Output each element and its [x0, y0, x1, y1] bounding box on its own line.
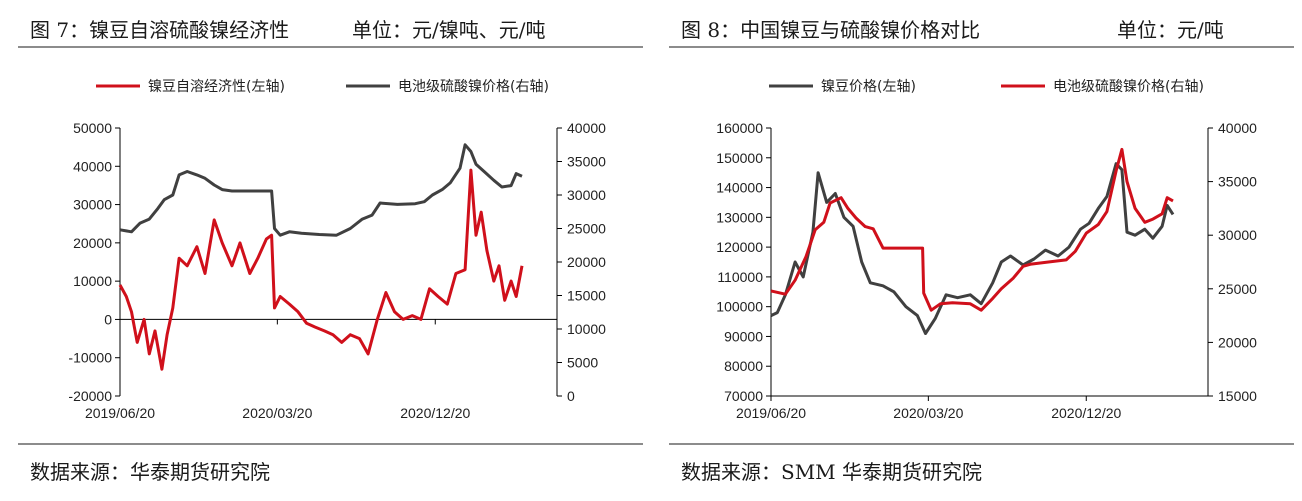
- left-tick-label: 90000: [724, 328, 763, 344]
- left-tick-label: 30000: [73, 197, 112, 213]
- left-tick-label: 140000: [716, 180, 763, 196]
- left-tick-label: 160000: [716, 120, 763, 136]
- left-tick-label: -10000: [68, 350, 112, 366]
- series-line: [118, 168, 524, 371]
- right-tick-label: 25000: [1218, 281, 1257, 297]
- right-tick-label: 35000: [1218, 174, 1257, 190]
- figure-title: 图 8：中国镍豆与硫酸镍价格对比: [681, 18, 981, 42]
- series-line: [119, 143, 523, 237]
- right-tick-label: 30000: [1218, 227, 1257, 243]
- figure-source: 数据来源：SMM 华泰期货研究院: [681, 460, 983, 484]
- left-tick-label: 40000: [73, 158, 112, 174]
- right-tick-label: 20000: [567, 254, 606, 270]
- x-tick-label: 2019/06/20: [85, 405, 155, 421]
- legend-label: 镍豆价格(左轴): [821, 79, 916, 95]
- x-tick-label: 2020/03/20: [893, 405, 963, 421]
- figure-unit: 单位：元/镍吨、元/吨: [352, 18, 546, 42]
- left-tick-label: 20000: [73, 235, 112, 251]
- bottom-rule: [18, 443, 643, 445]
- right-tick-label: 40000: [567, 120, 606, 136]
- ni-bean-economics-chart: 镍豆自溶经济性(左轴) 电池级硫酸镍价格(右轴) -20000 -10000 0 1000…: [68, 79, 606, 421]
- series-line: [770, 147, 1174, 312]
- left-tick-label: 130000: [716, 209, 763, 225]
- x-tick-label: 2020/12/20: [1051, 405, 1121, 421]
- right-tick-label: 10000: [567, 321, 606, 337]
- x-tick-label: 2020/03/20: [242, 405, 312, 421]
- x-tick-label: 2020/12/20: [400, 405, 470, 421]
- bottom-rule: [669, 443, 1294, 445]
- left-tick-label: 120000: [716, 239, 763, 255]
- price-comparison-chart: 镍豆价格(左轴) 电池级硫酸镍价格(右轴) 70000 80000 90000 10000…: [716, 79, 1257, 421]
- left-tick-label: 70000: [724, 388, 763, 404]
- left-tick-label: 0: [104, 311, 112, 327]
- right-tick-label: 15000: [1218, 388, 1257, 404]
- right-tick-label: 20000: [1218, 334, 1257, 350]
- figure-7-panel: 图 7：镍豆自溶硫酸镍经济性 单位：元/镍吨、元/吨 镍豆自溶经济性(左轴) 电池…: [18, 18, 643, 484]
- left-tick-label: 100000: [716, 299, 763, 315]
- figure-8-panel: 图 8：中国镍豆与硫酸镍价格对比 单位：元/吨 镍豆价格(左轴) 电池级硫酸镍价格…: [651, 0, 1302, 501]
- top-rule: [18, 46, 643, 48]
- right-tick-label: 25000: [567, 221, 606, 237]
- left-tick-label: 50000: [73, 120, 112, 136]
- legend-label: 电池级硫酸镍价格(右轴): [1053, 79, 1204, 95]
- right-tick-label: 15000: [567, 288, 606, 304]
- left-tick-label: 10000: [73, 273, 112, 289]
- top-rule: [669, 46, 1294, 48]
- figure-title: 图 7：镍豆自溶硫酸镍经济性: [30, 18, 290, 42]
- left-tick-label: 150000: [716, 150, 763, 166]
- right-tick-label: 30000: [567, 187, 606, 203]
- figure-source: 数据来源：华泰期货研究院: [30, 460, 270, 484]
- legend-label: 镍豆自溶经济性(左轴): [148, 79, 285, 95]
- legend-label: 电池级硫酸镍价格(右轴): [398, 79, 549, 95]
- left-tick-label: 80000: [724, 358, 763, 374]
- right-tick-label: 40000: [1218, 120, 1257, 136]
- right-tick-label: 0: [567, 388, 575, 404]
- right-tick-label: 5000: [567, 355, 598, 371]
- series-line: [770, 162, 1175, 335]
- x-tick-label: 2019/06/20: [736, 405, 806, 421]
- figure-unit: 单位：元/吨: [1117, 18, 1224, 42]
- left-tick-label: 110000: [717, 269, 763, 285]
- left-tick-label: -20000: [68, 388, 112, 404]
- right-tick-label: 35000: [567, 154, 606, 170]
